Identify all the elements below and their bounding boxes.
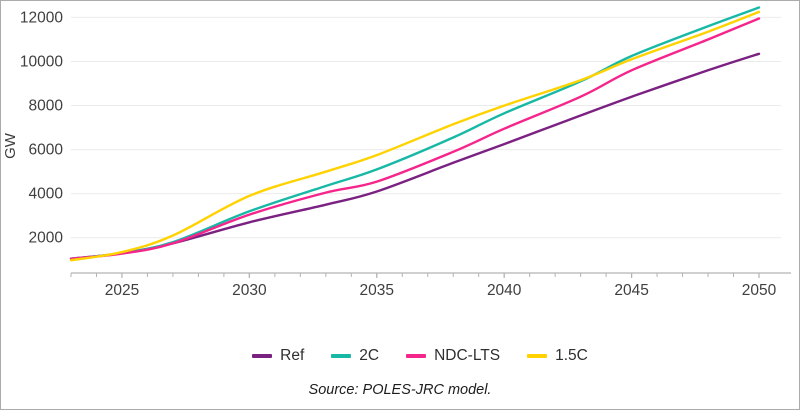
source-caption: Source: POLES-JRC model. <box>308 382 492 398</box>
legend-label-ref: Ref <box>280 347 305 364</box>
legend-swatch-ndc-lts <box>406 354 427 358</box>
svg-text:6000: 6000 <box>29 142 64 159</box>
line-chart: 2000 4000 6000 8000 10000 12000 2025 2030 2035 20… <box>2 6 791 299</box>
svg-text:2045: 2045 <box>614 282 648 299</box>
legend-label-1-5c: 1.5C <box>555 347 588 364</box>
legend-label-ndc-lts: NDC-LTS <box>434 347 501 364</box>
svg-text:10000: 10000 <box>20 53 63 70</box>
legend-swatch-1-5c <box>527 354 548 358</box>
legend-item-ndc-lts: NDC-LTS <box>406 347 500 365</box>
svg-text:2050: 2050 <box>742 282 777 299</box>
svg-text:12000: 12000 <box>20 9 63 26</box>
legend-swatch-ref <box>252 354 273 358</box>
svg-text:2040: 2040 <box>487 282 522 299</box>
legend-item-2c: 2C <box>331 347 379 365</box>
legend-label-2c: 2C <box>359 347 380 364</box>
chart-legend: Ref 2C NDC-LTS 1.5C <box>1 345 799 367</box>
svg-text:GW: GW <box>2 132 19 159</box>
legend-item-1-5c: 1.5C <box>527 347 588 365</box>
svg-text:2035: 2035 <box>360 282 394 299</box>
svg-text:2030: 2030 <box>232 282 267 299</box>
legend-swatch-2c <box>331 354 352 358</box>
legend-item-ref: Ref <box>252 347 304 365</box>
svg-text:8000: 8000 <box>29 98 64 115</box>
svg-text:2025: 2025 <box>105 282 139 299</box>
svg-text:2000: 2000 <box>29 230 64 247</box>
svg-text:4000: 4000 <box>29 186 64 203</box>
